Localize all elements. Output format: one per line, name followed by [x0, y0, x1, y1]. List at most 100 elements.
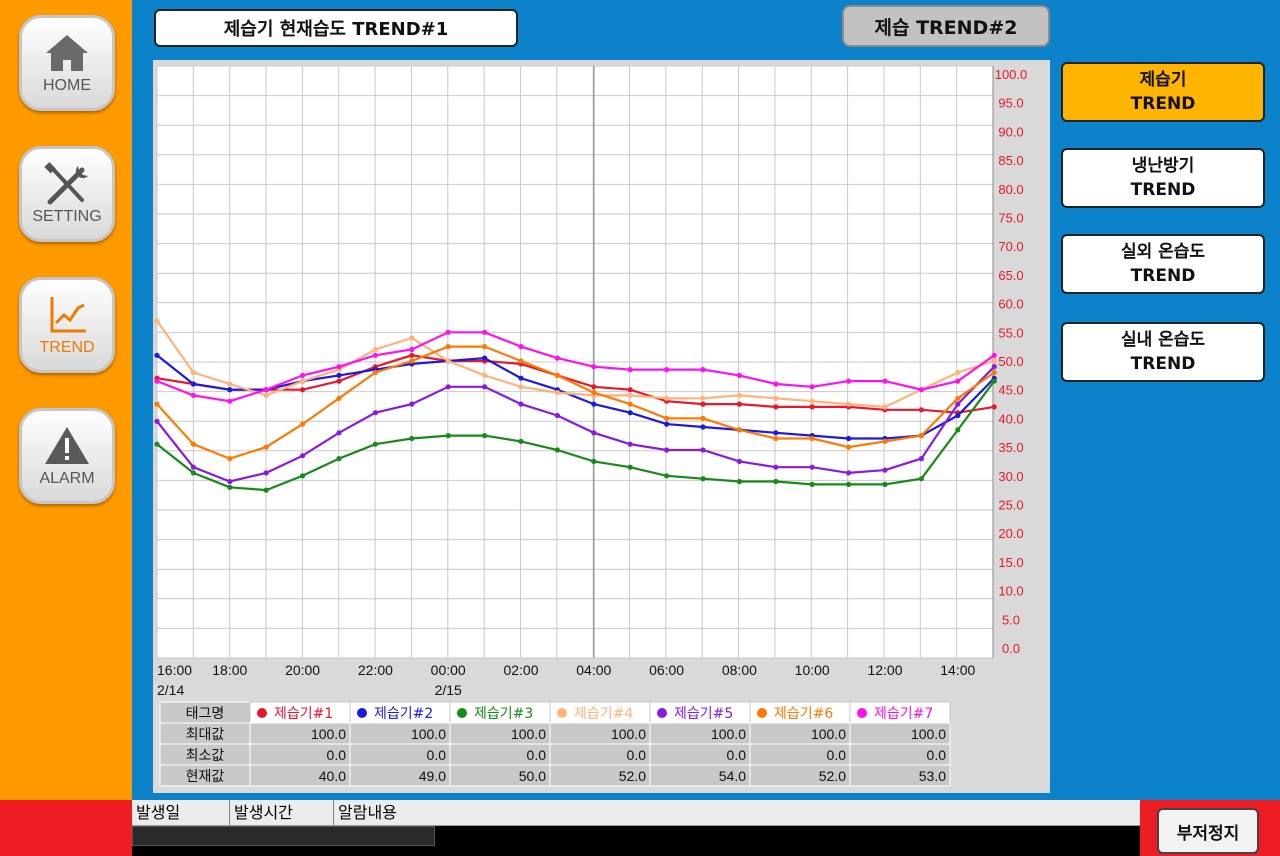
alarm-list-scrollbar[interactable] [132, 826, 435, 846]
y-tick-label: 5.0 [1002, 612, 1020, 627]
series-point-7 [154, 378, 160, 384]
legend-value: 0.0 [727, 747, 747, 763]
series-point-5 [227, 478, 233, 485]
series-point-7 [445, 329, 451, 335]
series-point-3 [554, 447, 560, 453]
x-tick-label: 04:00 [576, 662, 611, 678]
page-title: 제습기 현재습도 TREND#1 [154, 9, 518, 47]
alarm-button[interactable]: ALARM [19, 408, 115, 504]
series-point-6 [482, 344, 488, 350]
series-point-6 [445, 344, 451, 350]
dehumidifier-trend-button[interactable]: 제습기 TREND [1061, 62, 1265, 122]
y-tick-label: 100.0 [995, 67, 1028, 82]
trend2-button[interactable]: 제습 TREND#2 [842, 5, 1050, 47]
series-point-6 [736, 427, 743, 433]
legend-marker [557, 708, 567, 718]
trend-label: TREND [39, 339, 95, 356]
series-point-7 [809, 384, 815, 390]
series-point-4 [627, 392, 633, 398]
legend-value: 0.0 [427, 747, 447, 763]
outdoor-trend-line1: 실외 온습도 [1120, 242, 1206, 262]
series-point-4 [846, 401, 852, 407]
series-point-4 [409, 335, 415, 341]
series-point-6 [664, 415, 670, 421]
legend-entry-name: 제습기#3 [474, 706, 533, 722]
series-point-4 [736, 392, 743, 398]
trend-button[interactable]: TREND [19, 277, 115, 373]
series-point-3 [190, 470, 196, 476]
series-point-5 [154, 418, 160, 424]
buzzer-stop-button[interactable]: 부저정지 [1157, 808, 1259, 854]
series-point-3 [336, 456, 342, 462]
alarm-col-content[interactable]: 알람내용 [338, 803, 397, 822]
series-point-2 [482, 355, 488, 361]
series-point-3 [773, 478, 779, 485]
legend-value: 0.0 [327, 747, 347, 763]
y-tick-label: 30.0 [998, 469, 1023, 484]
series-point-1 [809, 404, 815, 410]
series-point-2 [846, 435, 852, 442]
series-point-3 [300, 473, 306, 479]
left-nav: HOME SETTING TREND ALARM [0, 0, 132, 800]
legend-value: 100.0 [411, 726, 446, 742]
series-point-4 [554, 390, 560, 396]
trend-chart-icon [50, 297, 86, 333]
series-point-7 [227, 398, 233, 404]
series-point-6 [409, 358, 415, 364]
alarm-label: ALARM [39, 470, 95, 487]
legend-marker [657, 708, 667, 718]
series-point-5 [809, 464, 815, 470]
home-label: HOME [43, 77, 91, 94]
series-point-5 [445, 384, 451, 390]
series-point-7 [336, 364, 342, 370]
legend-marker [757, 708, 767, 718]
legend-value: 100.0 [811, 726, 846, 742]
series-point-3 [372, 441, 378, 447]
series-point-7 [372, 352, 378, 358]
series-point-7 [300, 372, 306, 378]
series-point-5 [700, 447, 706, 453]
series-point-7 [591, 364, 597, 370]
legend-value: 54.0 [719, 768, 746, 784]
series-point-7 [664, 367, 670, 373]
hvac-trend-line1: 냉난방기 [1131, 156, 1195, 176]
y-tick-label: 95.0 [998, 96, 1023, 111]
series-point-7 [482, 329, 488, 335]
legend-value: 100.0 [611, 726, 646, 742]
series-point-6 [591, 390, 597, 396]
home-button[interactable]: HOME [19, 15, 115, 111]
series-point-4 [809, 398, 815, 404]
hvac-trend-button[interactable]: 냉난방기 TREND [1061, 148, 1265, 208]
series-point-7 [518, 344, 524, 350]
legend-value: 50.0 [519, 768, 546, 784]
x-tick-label: 22:00 [358, 662, 393, 678]
series-point-7 [190, 392, 196, 398]
legend-marker [257, 708, 267, 718]
series-point-2 [700, 424, 706, 430]
series-point-7 [955, 378, 961, 384]
y-tick-label: 55.0 [998, 325, 1023, 340]
setting-button[interactable]: SETTING [19, 146, 115, 242]
series-point-7 [627, 367, 633, 373]
legend-value: 53.0 [919, 768, 946, 784]
series-point-7 [736, 372, 743, 378]
indoor-temp-humidity-trend-button[interactable]: 실내 온습도 TREND [1061, 322, 1265, 382]
series-point-7 [554, 355, 560, 361]
legend-entry-name: 제습기#1 [274, 706, 333, 722]
home-icon [46, 35, 88, 71]
series-point-6 [809, 435, 815, 442]
series-point-6 [955, 395, 961, 401]
series-point-3 [918, 476, 925, 482]
series-point-3 [882, 481, 888, 487]
series-point-6 [700, 415, 706, 421]
outdoor-temp-humidity-trend-button[interactable]: 실외 온습도 TREND [1061, 234, 1265, 294]
series-point-4 [700, 395, 706, 401]
series-line-7 [156, 331, 995, 403]
series-point-5 [627, 441, 633, 447]
alarm-col-date[interactable]: 발생일 [132, 800, 230, 826]
series-point-4 [190, 369, 196, 376]
alarm-col-time[interactable]: 발생시간 [230, 800, 334, 826]
series-point-5 [336, 430, 342, 436]
series-point-4 [445, 358, 451, 364]
legend-value: 0.0 [927, 747, 947, 763]
